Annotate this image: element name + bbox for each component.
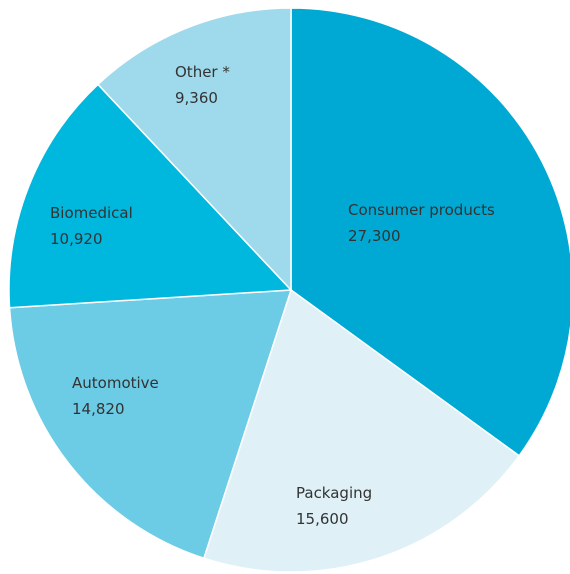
slice-value: 15,600 [296, 510, 349, 528]
slice-value: 14,820 [72, 400, 125, 418]
pie-slice-other [96, 7, 292, 292]
pie-labels: Consumer products 27,300 Packaging 15,600 Au… [50, 63, 495, 528]
slice-label: Packaging [296, 484, 372, 502]
slice-label: Other * [175, 63, 230, 81]
slice-label: Biomedical [50, 204, 133, 222]
slice-value: 10,920 [50, 230, 103, 248]
slice-value: 27,300 [348, 227, 401, 245]
pie-slice-automotive [8, 289, 293, 560]
pie-slice-consumer-products [290, 7, 570, 457]
slice-label: Automotive [72, 374, 159, 392]
pie-slices [8, 7, 570, 573]
slice-label: Consumer products [348, 201, 495, 219]
pie-slice-packaging [202, 288, 521, 573]
pie-slice-biomedical [8, 83, 293, 309]
slice-value: 9,360 [175, 89, 218, 107]
